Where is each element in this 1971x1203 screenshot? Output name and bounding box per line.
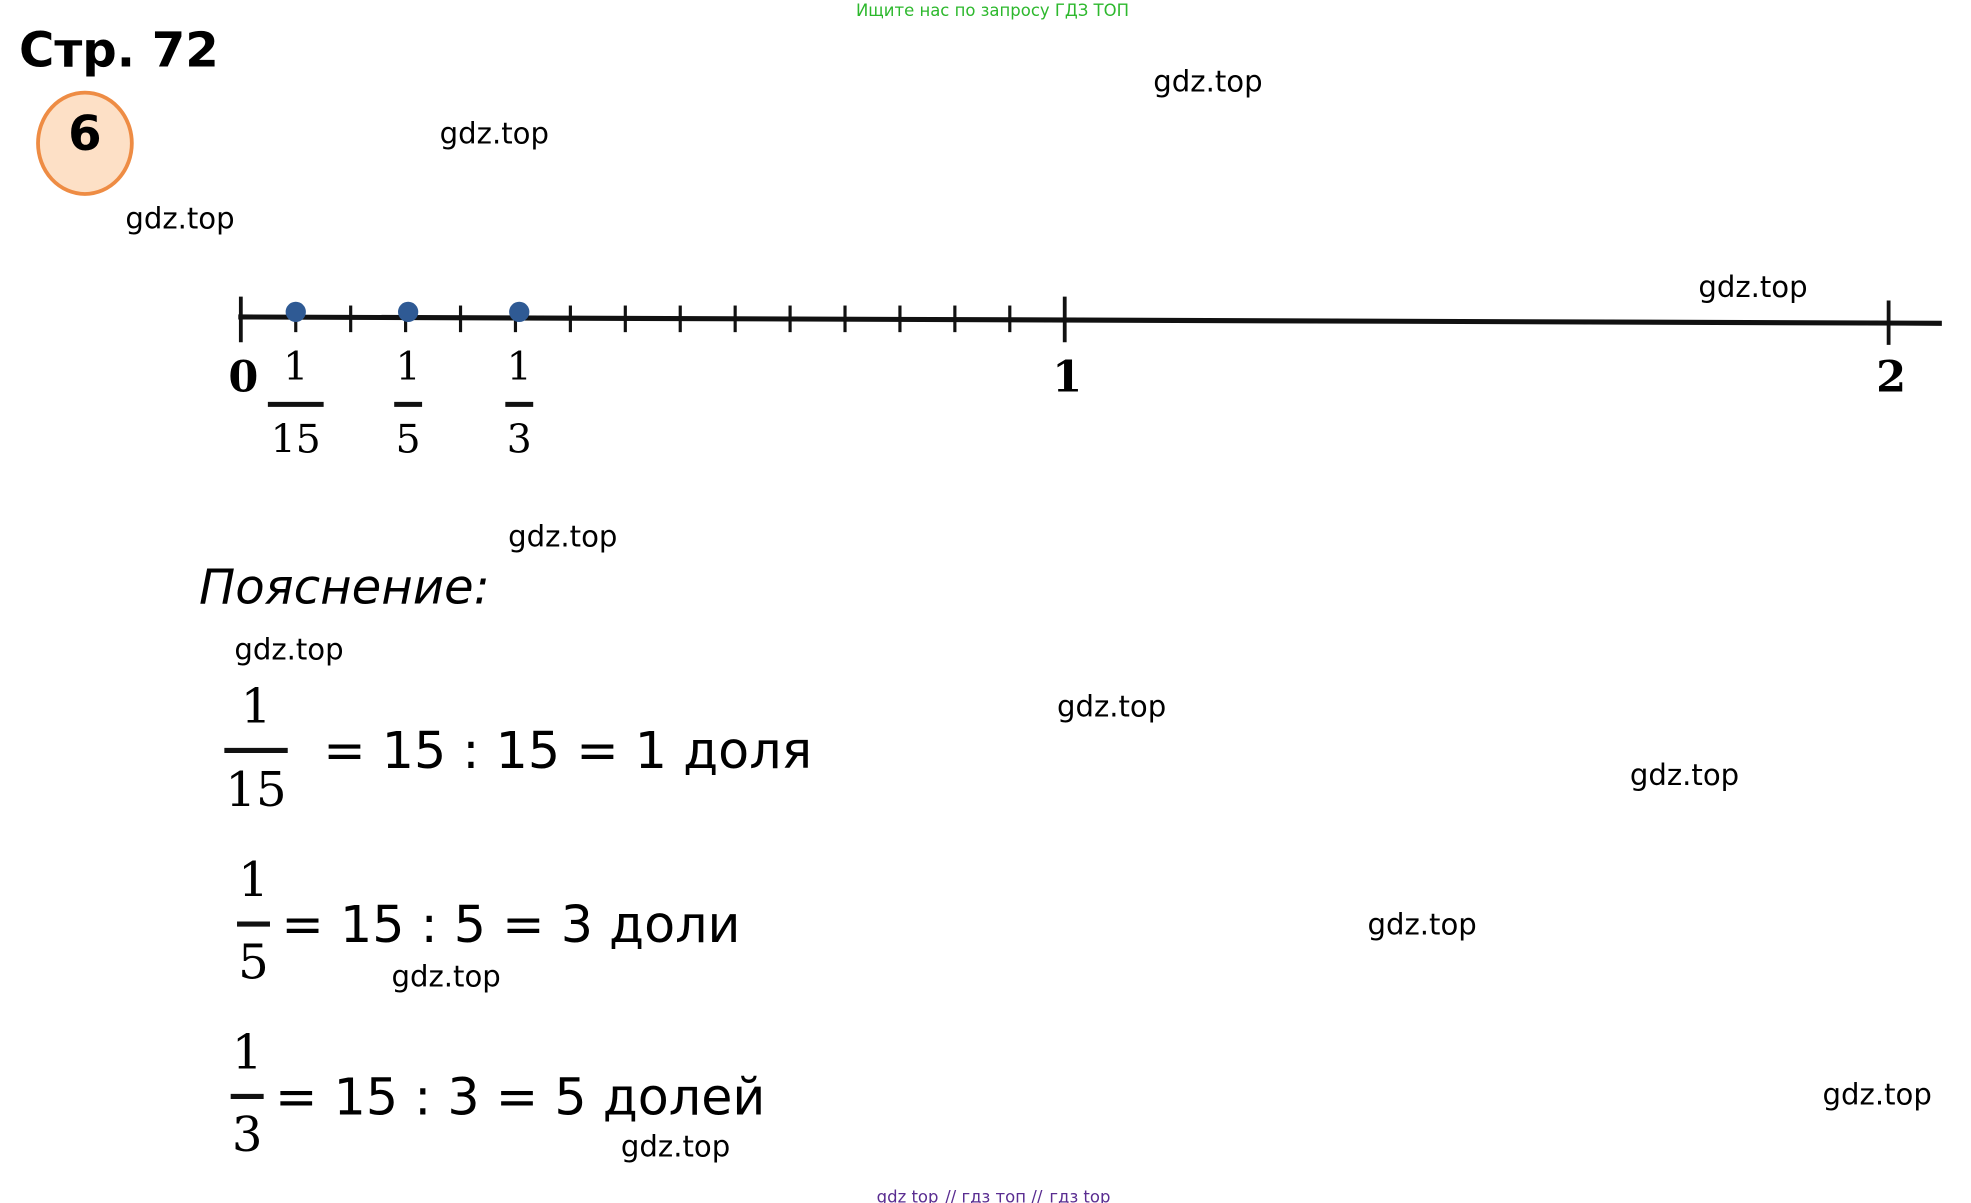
equation-text: = 15 : 15 = 1 доля xyxy=(323,721,812,780)
equation-text: = 15 : 3 = 5 долей xyxy=(275,1067,765,1126)
axis-label: 0 xyxy=(228,352,258,402)
point xyxy=(285,301,306,323)
point xyxy=(509,301,530,323)
watermark: gdz.top xyxy=(392,960,501,994)
fraction-denominator: 3 xyxy=(507,417,532,462)
watermark: gdz.top xyxy=(621,1129,730,1163)
watermark: gdz.top xyxy=(1153,65,1262,99)
watermark: gdz.top xyxy=(125,202,234,236)
top-banner: Ищите нас по запросу ГДЗ ТОП xyxy=(856,1,1129,20)
watermark: gdz.top xyxy=(1698,270,1807,304)
footer-link: gdz top xyxy=(877,1187,939,1203)
watermark: gdz.top xyxy=(234,633,343,667)
fraction-numerator: 1 xyxy=(396,345,421,390)
fraction-denominator: 5 xyxy=(396,417,421,462)
watermark: gdz.top xyxy=(1630,758,1739,792)
footer-separator: // xyxy=(1031,1187,1043,1203)
number-line xyxy=(238,314,1942,326)
equation-numerator: 1 xyxy=(241,678,272,734)
watermark: gdz.top xyxy=(440,117,549,151)
watermark: gdz.top xyxy=(1368,908,1477,942)
equation-denominator: 5 xyxy=(238,934,269,990)
watermark: gdz.top xyxy=(1823,1077,1932,1111)
axis-label: 2 xyxy=(1876,352,1906,402)
equation-numerator: 1 xyxy=(238,852,269,908)
equation-denominator: 15 xyxy=(225,762,286,818)
axis-label: 1 xyxy=(1052,352,1082,402)
task-number: 6 xyxy=(68,106,102,162)
point xyxy=(398,301,419,323)
watermark: gdz.top xyxy=(508,520,617,554)
footer-separator: // xyxy=(945,1187,957,1203)
watermark: gdz.top xyxy=(1057,690,1166,724)
equation-text: = 15 : 5 = 3 доли xyxy=(281,895,740,954)
task-badge xyxy=(36,90,134,196)
fraction-denominator: 15 xyxy=(271,417,321,462)
explanation-title: Пояснение: xyxy=(199,560,490,616)
fraction-numerator: 1 xyxy=(283,345,308,390)
page-number: Стр. 72 xyxy=(19,22,219,78)
footer-link: гдз топ xyxy=(962,1187,1026,1203)
footer-link: гдз top xyxy=(1049,1187,1110,1203)
equation-numerator: 1 xyxy=(232,1024,263,1080)
fraction-numerator: 1 xyxy=(507,345,532,390)
equation-denominator: 3 xyxy=(232,1107,263,1163)
